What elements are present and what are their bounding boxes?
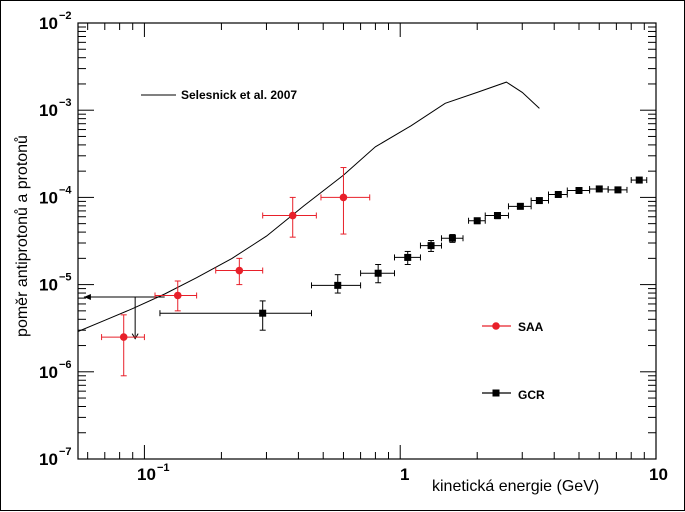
x-tick-labels: 10 −1 1 10 [137, 462, 668, 484]
gcr-point-5 [448, 234, 456, 242]
saa-point-4 [339, 193, 348, 202]
gcr-point-6 [473, 217, 481, 225]
gcr-series [159, 176, 648, 331]
upper-limit-series [83, 294, 165, 340]
y-tick-label-0: 10 [39, 14, 58, 33]
y-tick-label-exp-1: −3 [59, 97, 72, 109]
legend-selesnick-label: Selesnick et al. 2007 [181, 88, 297, 102]
y-tick-label-3: 10 [39, 276, 58, 295]
y-tick-label-1: 10 [39, 101, 58, 120]
x-axis-title: kinetická energie (GeV) [432, 478, 599, 495]
y-tick-labels: 10−210−310−410−510−610−7 [39, 10, 72, 469]
saa-point-0 [119, 333, 128, 341]
gcr-point-2 [374, 269, 382, 277]
selesnick-curve [77, 81, 540, 332]
y-tick-label-5: 10 [39, 450, 58, 469]
y-tick-label-exp-0: −2 [59, 10, 72, 22]
upper-limit-left-arrow-0 [83, 294, 91, 301]
gcr-point-11 [575, 186, 583, 194]
gcr-point-1 [334, 281, 342, 289]
selesnick-series [77, 81, 540, 332]
gcr-point-4 [427, 242, 435, 250]
gcr-point-7 [493, 212, 501, 220]
gcr-point-9 [535, 197, 543, 205]
y-tick-label-2: 10 [39, 188, 58, 207]
saa-point-1 [173, 291, 182, 300]
y-tick-label-exp-2: −4 [59, 184, 72, 196]
legend-gcr-marker [492, 389, 500, 397]
gcr-point-14 [635, 176, 643, 184]
gcr-point-13 [614, 186, 622, 194]
legend: Selesnick et al. 2007 SAA GCR [141, 88, 545, 402]
x-tick-label-0-exp: −1 [157, 462, 170, 474]
x-tick-label-0: 10 [137, 465, 156, 484]
legend-gcr-label: GCR [518, 388, 545, 402]
saa-point-3 [288, 211, 297, 220]
y-tick-label-exp-5: −7 [59, 446, 72, 458]
gcr-point-8 [516, 202, 524, 210]
saa-series [101, 167, 371, 377]
upper-limit-down-arrow-0 [131, 333, 139, 340]
gcr-point-12 [595, 185, 603, 193]
plot-area [77, 22, 657, 460]
saa-point-2 [235, 266, 244, 275]
y-tick-label-4: 10 [39, 363, 58, 382]
legend-saa-label: SAA [518, 320, 544, 334]
axis-ticks [78, 22, 657, 460]
gcr-point-10 [554, 190, 562, 198]
gcr-point-0 [259, 309, 267, 317]
x-tick-label-1: 1 [400, 465, 409, 484]
y-tick-label-exp-4: −6 [59, 359, 72, 371]
y-axis-title: poměr antiprotonů a protonů [13, 135, 31, 337]
legend-saa-marker [492, 322, 500, 330]
x-tick-label-2: 10 [649, 465, 668, 484]
y-tick-label-exp-3: −5 [59, 272, 72, 284]
gcr-point-3 [404, 253, 412, 261]
